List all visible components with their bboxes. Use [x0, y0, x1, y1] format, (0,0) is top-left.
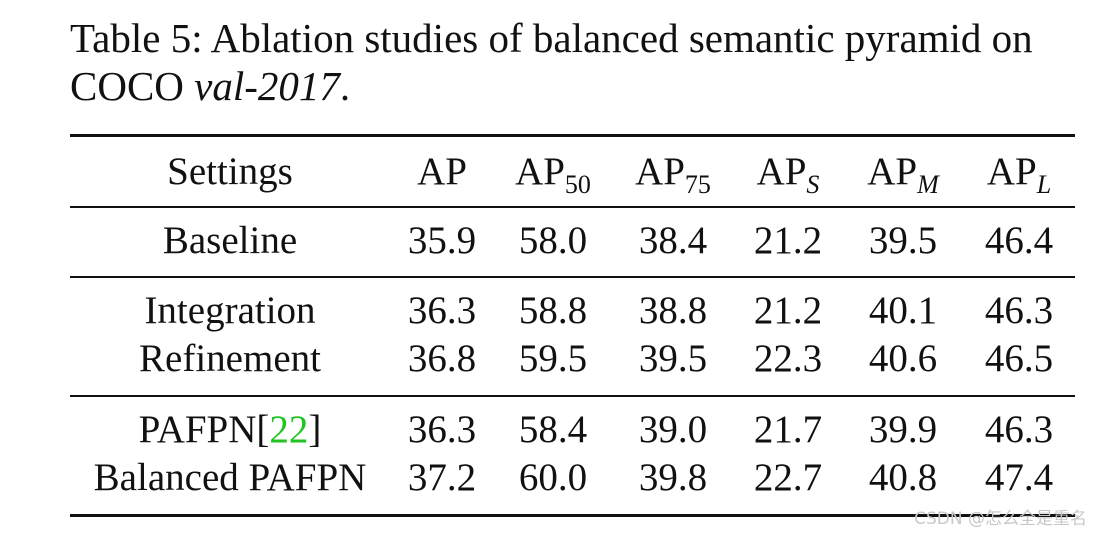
cell-apl: 46.3	[984, 289, 1054, 332]
cell-apm: 40.6	[868, 337, 938, 380]
cell-aps: 21.2	[753, 289, 823, 332]
csdn-watermark: CSDN @怎么全是重名	[914, 509, 1087, 529]
cell-ap75: 38.4	[638, 219, 708, 262]
table-bottom-rule	[70, 514, 1075, 517]
cell-apl: 46.5	[984, 337, 1054, 380]
cell-apl: 47.4	[984, 456, 1054, 499]
header-apm: APM	[867, 150, 939, 199]
cell-ap50: 58.0	[518, 219, 588, 262]
header-ap: AP	[417, 150, 467, 193]
row-setting: Refinement	[139, 337, 321, 380]
section-rule-2	[70, 395, 1075, 397]
header-apl: APL	[986, 150, 1052, 199]
section-rule-1	[70, 276, 1075, 278]
cell-ap50: 58.4	[518, 408, 588, 451]
table-caption: Table 5: Ablation studies of balanced se…	[70, 14, 1080, 110]
header-ap75: AP75	[635, 150, 711, 199]
header-settings: Settings	[167, 150, 293, 193]
row-setting: Integration	[144, 289, 316, 332]
cell-ap75: 39.8	[638, 456, 708, 499]
cell-ap50: 60.0	[518, 456, 588, 499]
cell-ap: 35.9	[407, 219, 477, 262]
row-setting: Baseline	[162, 219, 298, 262]
caption-text: Ablation studies of balanced semantic py…	[70, 15, 1033, 109]
cell-ap50: 59.5	[518, 337, 588, 380]
cell-apm: 39.9	[868, 408, 938, 451]
table-top-rule	[70, 134, 1075, 137]
header-aps: APS	[756, 150, 820, 199]
cell-apm: 40.1	[868, 289, 938, 332]
cell-ap75: 39.5	[638, 337, 708, 380]
caption-italic: val-2017	[194, 63, 340, 109]
cell-apl: 46.4	[984, 219, 1054, 262]
cell-aps: 22.7	[753, 456, 823, 499]
header-ap50: AP50	[515, 150, 591, 199]
cell-aps: 22.3	[753, 337, 823, 380]
cell-ap: 37.2	[407, 456, 477, 499]
cell-apm: 39.5	[868, 219, 938, 262]
citation-link[interactable]: 22	[269, 408, 309, 451]
cell-ap: 36.3	[407, 289, 477, 332]
cell-aps: 21.7	[753, 408, 823, 451]
header-rule	[70, 206, 1075, 208]
cell-ap: 36.3	[407, 408, 477, 451]
cell-aps: 21.2	[753, 219, 823, 262]
cell-apl: 46.3	[984, 408, 1054, 451]
cell-ap: 36.8	[407, 337, 477, 380]
row-setting: Balanced PAFPN	[93, 456, 367, 499]
cell-apm: 40.8	[868, 456, 938, 499]
caption-end: .	[339, 63, 351, 109]
cell-ap75: 38.8	[638, 289, 708, 332]
row-setting: PAFPN[22]	[138, 408, 322, 451]
cell-ap50: 58.8	[518, 289, 588, 332]
caption-label: Table 5:	[70, 15, 203, 61]
cell-ap75: 39.0	[638, 408, 708, 451]
